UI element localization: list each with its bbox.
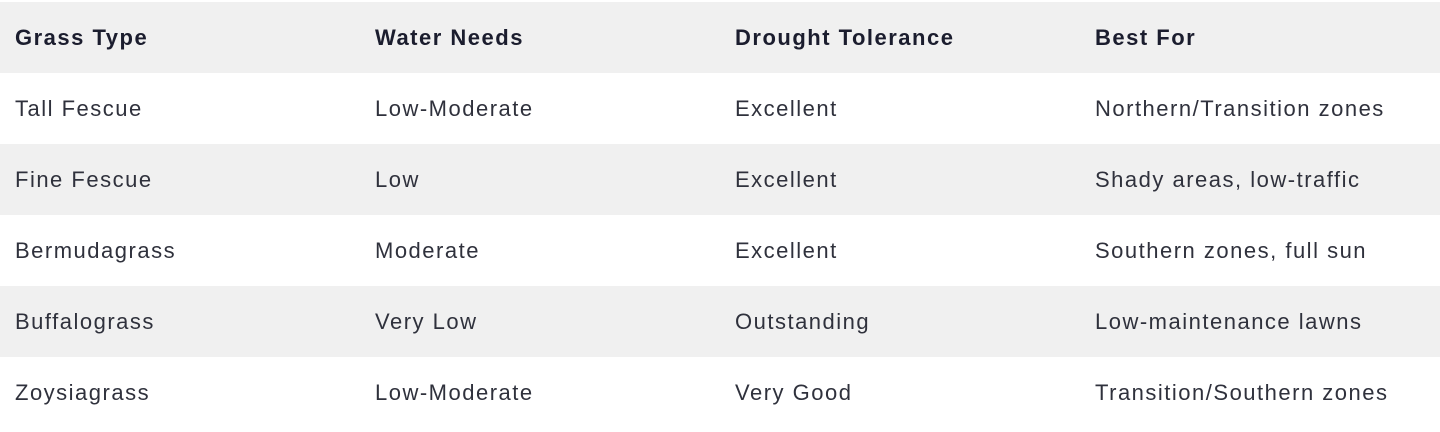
cell-drought-tolerance: Very Good [735, 379, 853, 405]
cell-water-needs: Low-Moderate [375, 95, 534, 121]
cell-drought-tolerance: Excellent [735, 237, 838, 263]
cell-best-for: Southern zones, full sun [1095, 237, 1368, 263]
cell-grass-type: Fine Fescue [0, 144, 360, 215]
table-header: Grass Type Water Needs Drought Tolerance… [0, 2, 1440, 73]
table-row: Zoysiagrass Low-Moderate Very Good Trans… [0, 357, 1440, 428]
cell-drought-tolerance: Excellent [735, 95, 838, 121]
column-header-grass-type: Grass Type [0, 2, 360, 73]
cell-water-needs: Moderate [375, 237, 480, 263]
cell-drought-tolerance: Excellent [720, 144, 1080, 215]
column-header-drought-tolerance: Drought Tolerance [720, 2, 1080, 73]
cell-best-for: Shady areas, low-traffic [1080, 144, 1440, 215]
cell-water-needs: Low-Moderate [375, 379, 534, 405]
cell-water-needs: Very Low [360, 286, 720, 357]
table-body: Tall Fescue Low-Moderate Excellent North… [0, 73, 1440, 428]
table-row: Bermudagrass Moderate Excellent Southern… [0, 215, 1440, 286]
column-header-best-for: Best For [1080, 2, 1440, 73]
table-row: Tall Fescue Low-Moderate Excellent North… [0, 73, 1440, 144]
cell-grass-type: Buffalograss [0, 286, 360, 357]
cell-grass-type: Bermudagrass [15, 237, 177, 263]
cell-water-needs: Low [360, 144, 720, 215]
cell-best-for: Low-maintenance lawns [1080, 286, 1440, 357]
cell-grass-type: Tall Fescue [15, 95, 143, 121]
table-row: Buffalograss Very Low Outstanding Low-ma… [0, 286, 1440, 357]
cell-drought-tolerance: Outstanding [720, 286, 1080, 357]
cell-grass-type: Zoysiagrass [15, 379, 151, 405]
cell-best-for: Transition/Southern zones [1095, 379, 1389, 405]
table-header-row: Grass Type Water Needs Drought Tolerance… [0, 2, 1440, 73]
cell-best-for: Northern/Transition zones [1095, 95, 1385, 121]
table-row: Fine Fescue Low Excellent Shady areas, l… [0, 144, 1440, 215]
column-header-water-needs: Water Needs [360, 2, 720, 73]
